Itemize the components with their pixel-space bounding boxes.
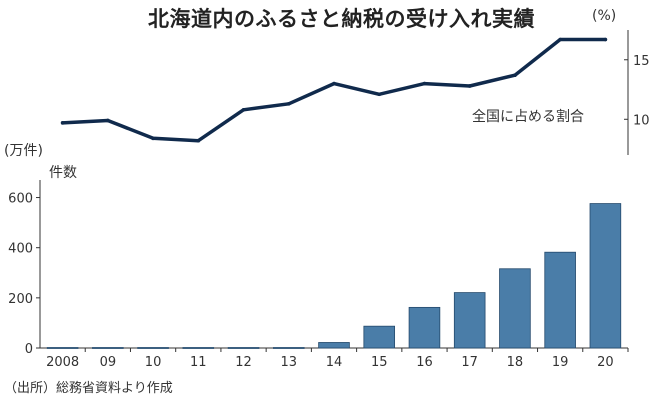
line-point bbox=[60, 121, 65, 125]
line-point bbox=[603, 37, 608, 42]
bar bbox=[318, 342, 350, 349]
x-tick-label: 10 bbox=[145, 355, 162, 370]
line-point bbox=[558, 37, 562, 42]
x-tick-label: 2008 bbox=[46, 355, 79, 370]
line-point bbox=[106, 118, 110, 123]
bar bbox=[589, 203, 622, 349]
bar bbox=[182, 347, 215, 349]
bar-y-tick-label: 600 bbox=[8, 192, 33, 207]
source-note: （出所）総務省資料より作成 bbox=[4, 381, 173, 396]
line-y-tick-label: 15 bbox=[633, 54, 650, 69]
bar bbox=[499, 268, 531, 349]
bar-y-tick-label: 200 bbox=[8, 292, 33, 307]
bar-y-tick-label: 400 bbox=[8, 242, 33, 257]
bar-series-label: 件数 bbox=[49, 165, 77, 181]
bar bbox=[272, 347, 305, 349]
bar-unit-label: (万件) bbox=[4, 143, 43, 159]
line-point bbox=[241, 107, 246, 112]
share-line bbox=[60, 37, 608, 143]
x-tick-label: 09 bbox=[100, 355, 117, 370]
line-point bbox=[286, 102, 291, 106]
bar bbox=[46, 347, 79, 349]
x-tick-label: 11 bbox=[190, 355, 207, 370]
line-point bbox=[196, 138, 201, 143]
x-tick-label: 12 bbox=[235, 355, 252, 370]
bar-y-tick-label: 0 bbox=[25, 342, 33, 357]
bar bbox=[408, 306, 441, 349]
x-tick-label: 14 bbox=[326, 355, 343, 370]
line-y-tick-label: 10 bbox=[633, 113, 650, 128]
line-point bbox=[422, 81, 427, 86]
x-tick-label: 16 bbox=[416, 355, 433, 370]
bar bbox=[363, 325, 396, 349]
line-point bbox=[467, 84, 472, 88]
line-point bbox=[332, 81, 336, 86]
line-point bbox=[151, 136, 155, 141]
chart-title: 北海道内のふるさと納税の受け入れ実績 bbox=[148, 7, 535, 31]
x-tick-label: 17 bbox=[461, 355, 478, 370]
line-series-label: 全国に占める割合 bbox=[472, 109, 584, 125]
x-tick-label: 15 bbox=[371, 355, 388, 370]
line-unit-label: (%) bbox=[592, 8, 617, 24]
x-tick-label: 20 bbox=[597, 355, 614, 370]
x-tick-label: 13 bbox=[280, 355, 297, 370]
line-point bbox=[513, 73, 517, 78]
x-tick-label: 18 bbox=[507, 355, 524, 370]
line-point bbox=[377, 92, 382, 97]
bar bbox=[227, 347, 260, 349]
bar bbox=[544, 251, 576, 349]
bar bbox=[92, 347, 124, 349]
bar bbox=[137, 347, 169, 349]
x-tick-label: 19 bbox=[552, 355, 569, 370]
bar bbox=[453, 292, 486, 349]
